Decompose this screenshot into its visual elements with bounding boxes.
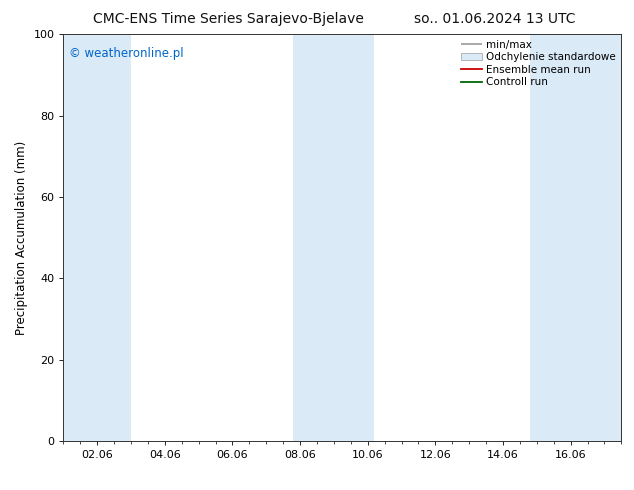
Bar xyxy=(530,34,621,441)
Y-axis label: Precipitation Accumulation (mm): Precipitation Accumulation (mm) xyxy=(15,141,28,335)
Bar xyxy=(294,34,375,441)
Text: CMC-ENS Time Series Sarajevo-Bjelave: CMC-ENS Time Series Sarajevo-Bjelave xyxy=(93,12,364,26)
Bar xyxy=(63,34,131,441)
Text: © weatheronline.pl: © weatheronline.pl xyxy=(69,47,184,59)
Legend: min/max, Odchylenie standardowe, Ensemble mean run, Controll run: min/max, Odchylenie standardowe, Ensembl… xyxy=(459,37,618,89)
Text: so.. 01.06.2024 13 UTC: so.. 01.06.2024 13 UTC xyxy=(414,12,575,26)
